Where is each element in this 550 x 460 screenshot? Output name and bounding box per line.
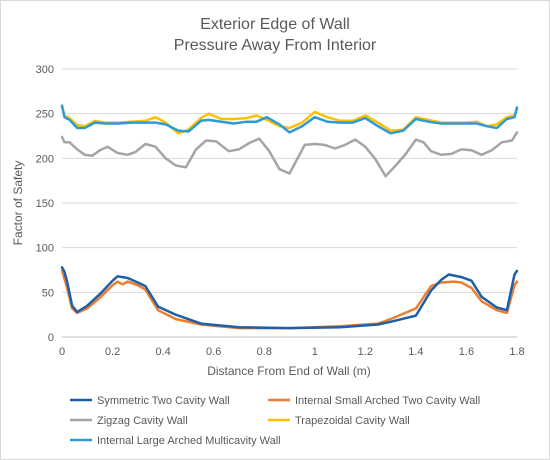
x-tick-label: 1.8	[509, 346, 524, 358]
x-tick-label: 1	[312, 346, 318, 358]
gridlines	[62, 68, 517, 338]
y-tick-label: 150	[36, 198, 54, 210]
y-tick-label: 0	[48, 332, 54, 344]
legend: Symmetric Two Cavity Wall Internal Small …	[70, 395, 480, 447]
series-line-3	[60, 105, 519, 135]
legend-item-label: Internal Small Arched Two Cavity Wall	[295, 395, 480, 407]
x-tick-label: 0.2	[105, 346, 120, 358]
legend-item-label: Internal Large Arched Multicavity Wall	[97, 435, 281, 447]
x-tick-label: 1.4	[408, 346, 423, 358]
series-line-4	[60, 104, 519, 135]
x-tick-label: 1.2	[358, 346, 373, 358]
y-tick-label: 50	[42, 287, 54, 299]
series-line-2	[60, 131, 519, 178]
x-tick-label: 0.4	[155, 346, 170, 358]
x-tick-label: 0	[59, 346, 65, 358]
x-axis-label: Distance From End of Wall (m)	[207, 364, 371, 378]
x-tick-label: 0.8	[257, 346, 272, 358]
y-tick-label: 300	[36, 64, 54, 76]
y-tick-label: 100	[36, 243, 54, 255]
x-tick-label: 1.6	[459, 346, 474, 358]
legend-item-label: Trapezoidal Cavity Wall	[295, 415, 410, 427]
y-tick-label: 200	[36, 153, 54, 165]
x-axis-ticks: 0 0.2 0.4 0.6 0.8 1 1.2 1.4 1.6 1.8	[59, 346, 525, 358]
chart-title: Exterior Edge of Wall	[200, 16, 350, 33]
y-axis-label: Factor of Safety	[11, 161, 25, 246]
x-tick-label: 0.6	[206, 346, 221, 358]
series-lines	[60, 104, 519, 330]
legend-item-label: Symmetric Two Cavity Wall	[97, 395, 230, 407]
y-tick-label: 250	[36, 109, 54, 121]
y-axis-ticks: 0 50 100 150 200 250 300	[36, 64, 54, 344]
chart-subtitle: Pressure Away From Interior	[174, 37, 377, 54]
series-line-0	[60, 266, 519, 330]
legend-item-label: Zigzag Cavity Wall	[97, 415, 188, 427]
